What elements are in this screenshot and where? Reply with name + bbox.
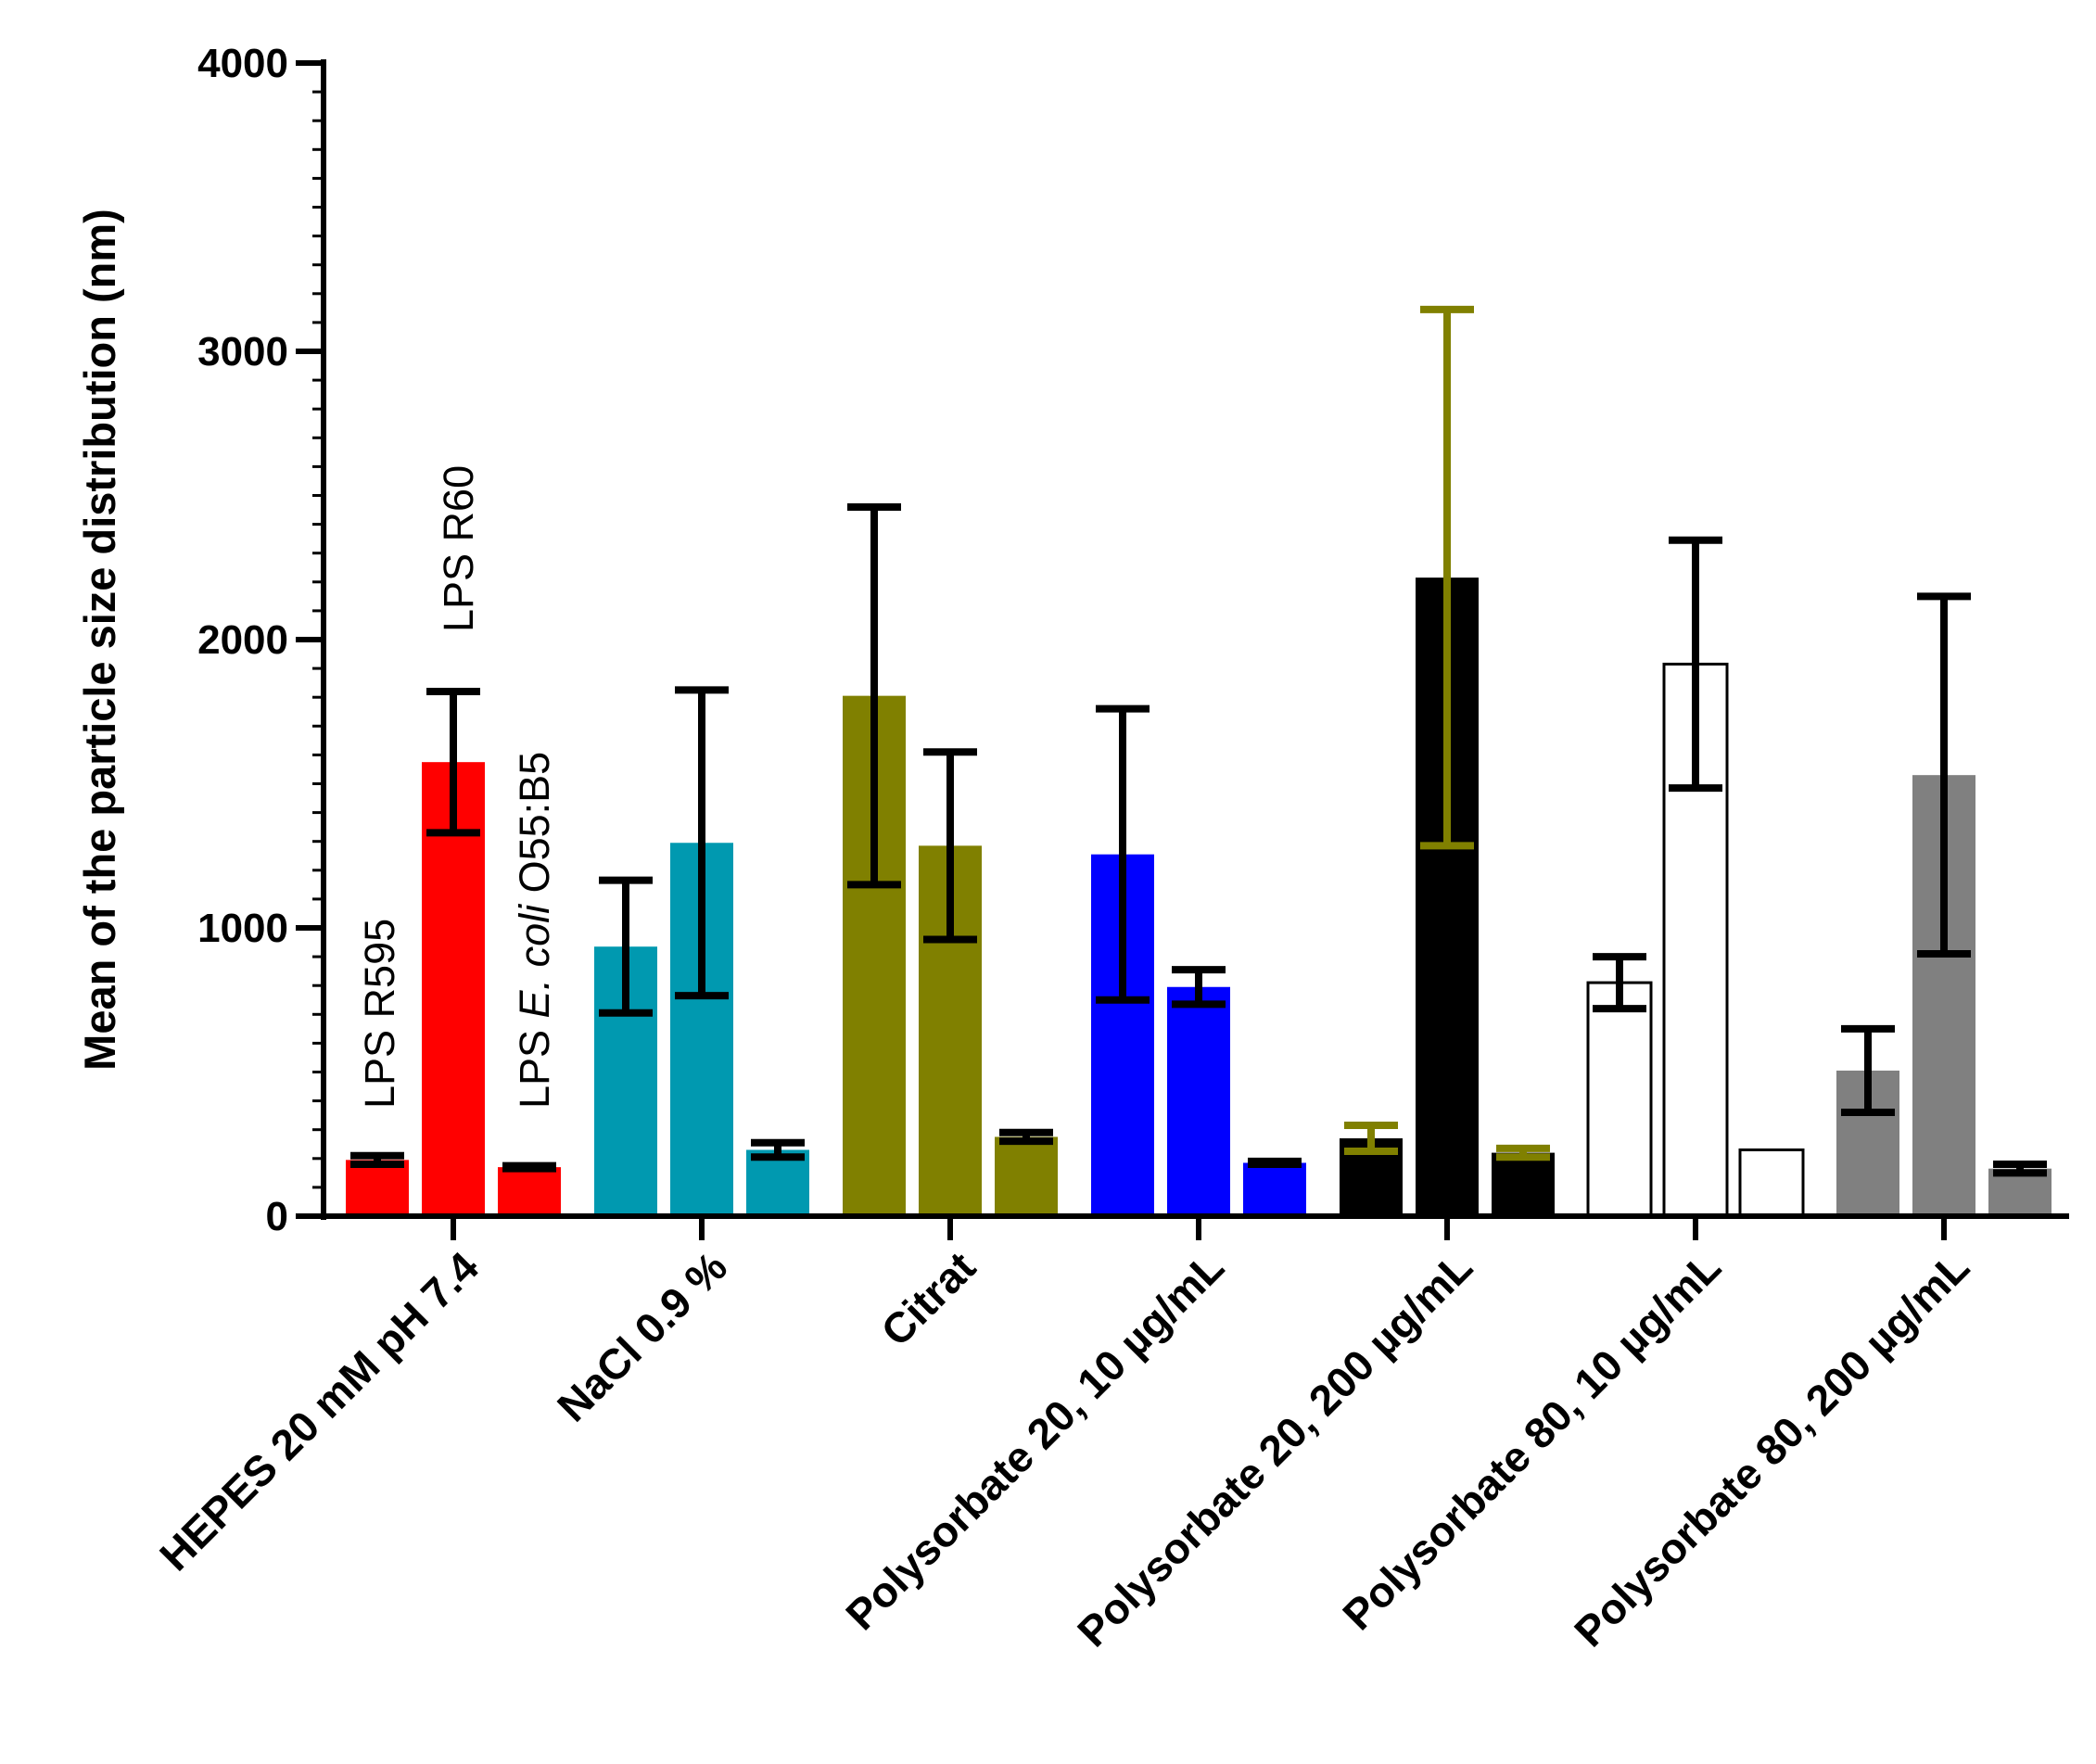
- bar-6-3: [1738, 1148, 1805, 1218]
- bar-6-1: [1586, 981, 1653, 1218]
- axes-layer: [296, 59, 2069, 1240]
- error-bar-5-1: [1344, 1122, 1398, 1156]
- error-bar-1-2: [426, 687, 480, 837]
- y-tick-label: 2000: [197, 617, 288, 663]
- y-tick-label: 4000: [197, 41, 288, 86]
- series-label-2: LPS R60: [435, 465, 482, 632]
- error-bar-5-2: [1420, 305, 1474, 850]
- error-bar-5-3: [1496, 1144, 1550, 1161]
- y-tick-label: 0: [266, 1194, 288, 1239]
- error-bar-6-1: [1593, 953, 1646, 1013]
- bar-3-3: [995, 1136, 1058, 1216]
- y-tick-label: 1000: [197, 906, 288, 951]
- x-category-label: Polysorbate 80, 200 µg/mL: [1565, 1242, 1978, 1656]
- x-category-label: Polysorbate 20, 200 µg/mL: [1068, 1242, 1481, 1656]
- error-bar-2-3: [751, 1138, 805, 1161]
- bars-layer: [346, 577, 2052, 1218]
- bar-2-3: [746, 1149, 809, 1216]
- series-label-3: LPS E. coli O55:B5: [511, 752, 558, 1109]
- bar-4-3: [1243, 1162, 1306, 1216]
- error-bar-4-3: [1248, 1157, 1302, 1169]
- y-axis-title: Mean of the particle size distribution (…: [75, 209, 124, 1071]
- error-bar-6-2: [1669, 536, 1722, 793]
- y-tick-label: 3000: [197, 329, 288, 374]
- series-label-1: LPS R595: [356, 919, 403, 1109]
- bar-1-2: [422, 762, 485, 1216]
- error-bars-layer: [350, 305, 2047, 1177]
- x-category-label: Citrat: [871, 1242, 984, 1355]
- bar-1-3: [498, 1167, 561, 1216]
- error-bar-3-2: [923, 748, 977, 944]
- error-bar-2-1: [599, 876, 653, 1017]
- error-bar-2-2: [675, 686, 729, 1000]
- error-bar-1-1: [350, 1151, 404, 1169]
- error-bar-7-1: [1841, 1024, 1895, 1117]
- error-bar-3-1: [847, 502, 901, 889]
- bar-4-2: [1167, 986, 1230, 1216]
- error-bar-4-2: [1172, 966, 1226, 1009]
- bar-5-3: [1492, 1152, 1555, 1216]
- error-bar-7-3: [1993, 1161, 2047, 1177]
- error-bar-3-3: [999, 1128, 1053, 1146]
- bar-1-1: [346, 1160, 409, 1216]
- x-category-label: HEPES 20 mM pH 7.4: [150, 1242, 488, 1580]
- error-bar-7-2: [1917, 592, 1971, 958]
- x-category-label: NaCl 0.9 %: [548, 1242, 736, 1430]
- error-bar-4-1: [1096, 704, 1150, 1004]
- error-bar-1-3: [502, 1161, 556, 1173]
